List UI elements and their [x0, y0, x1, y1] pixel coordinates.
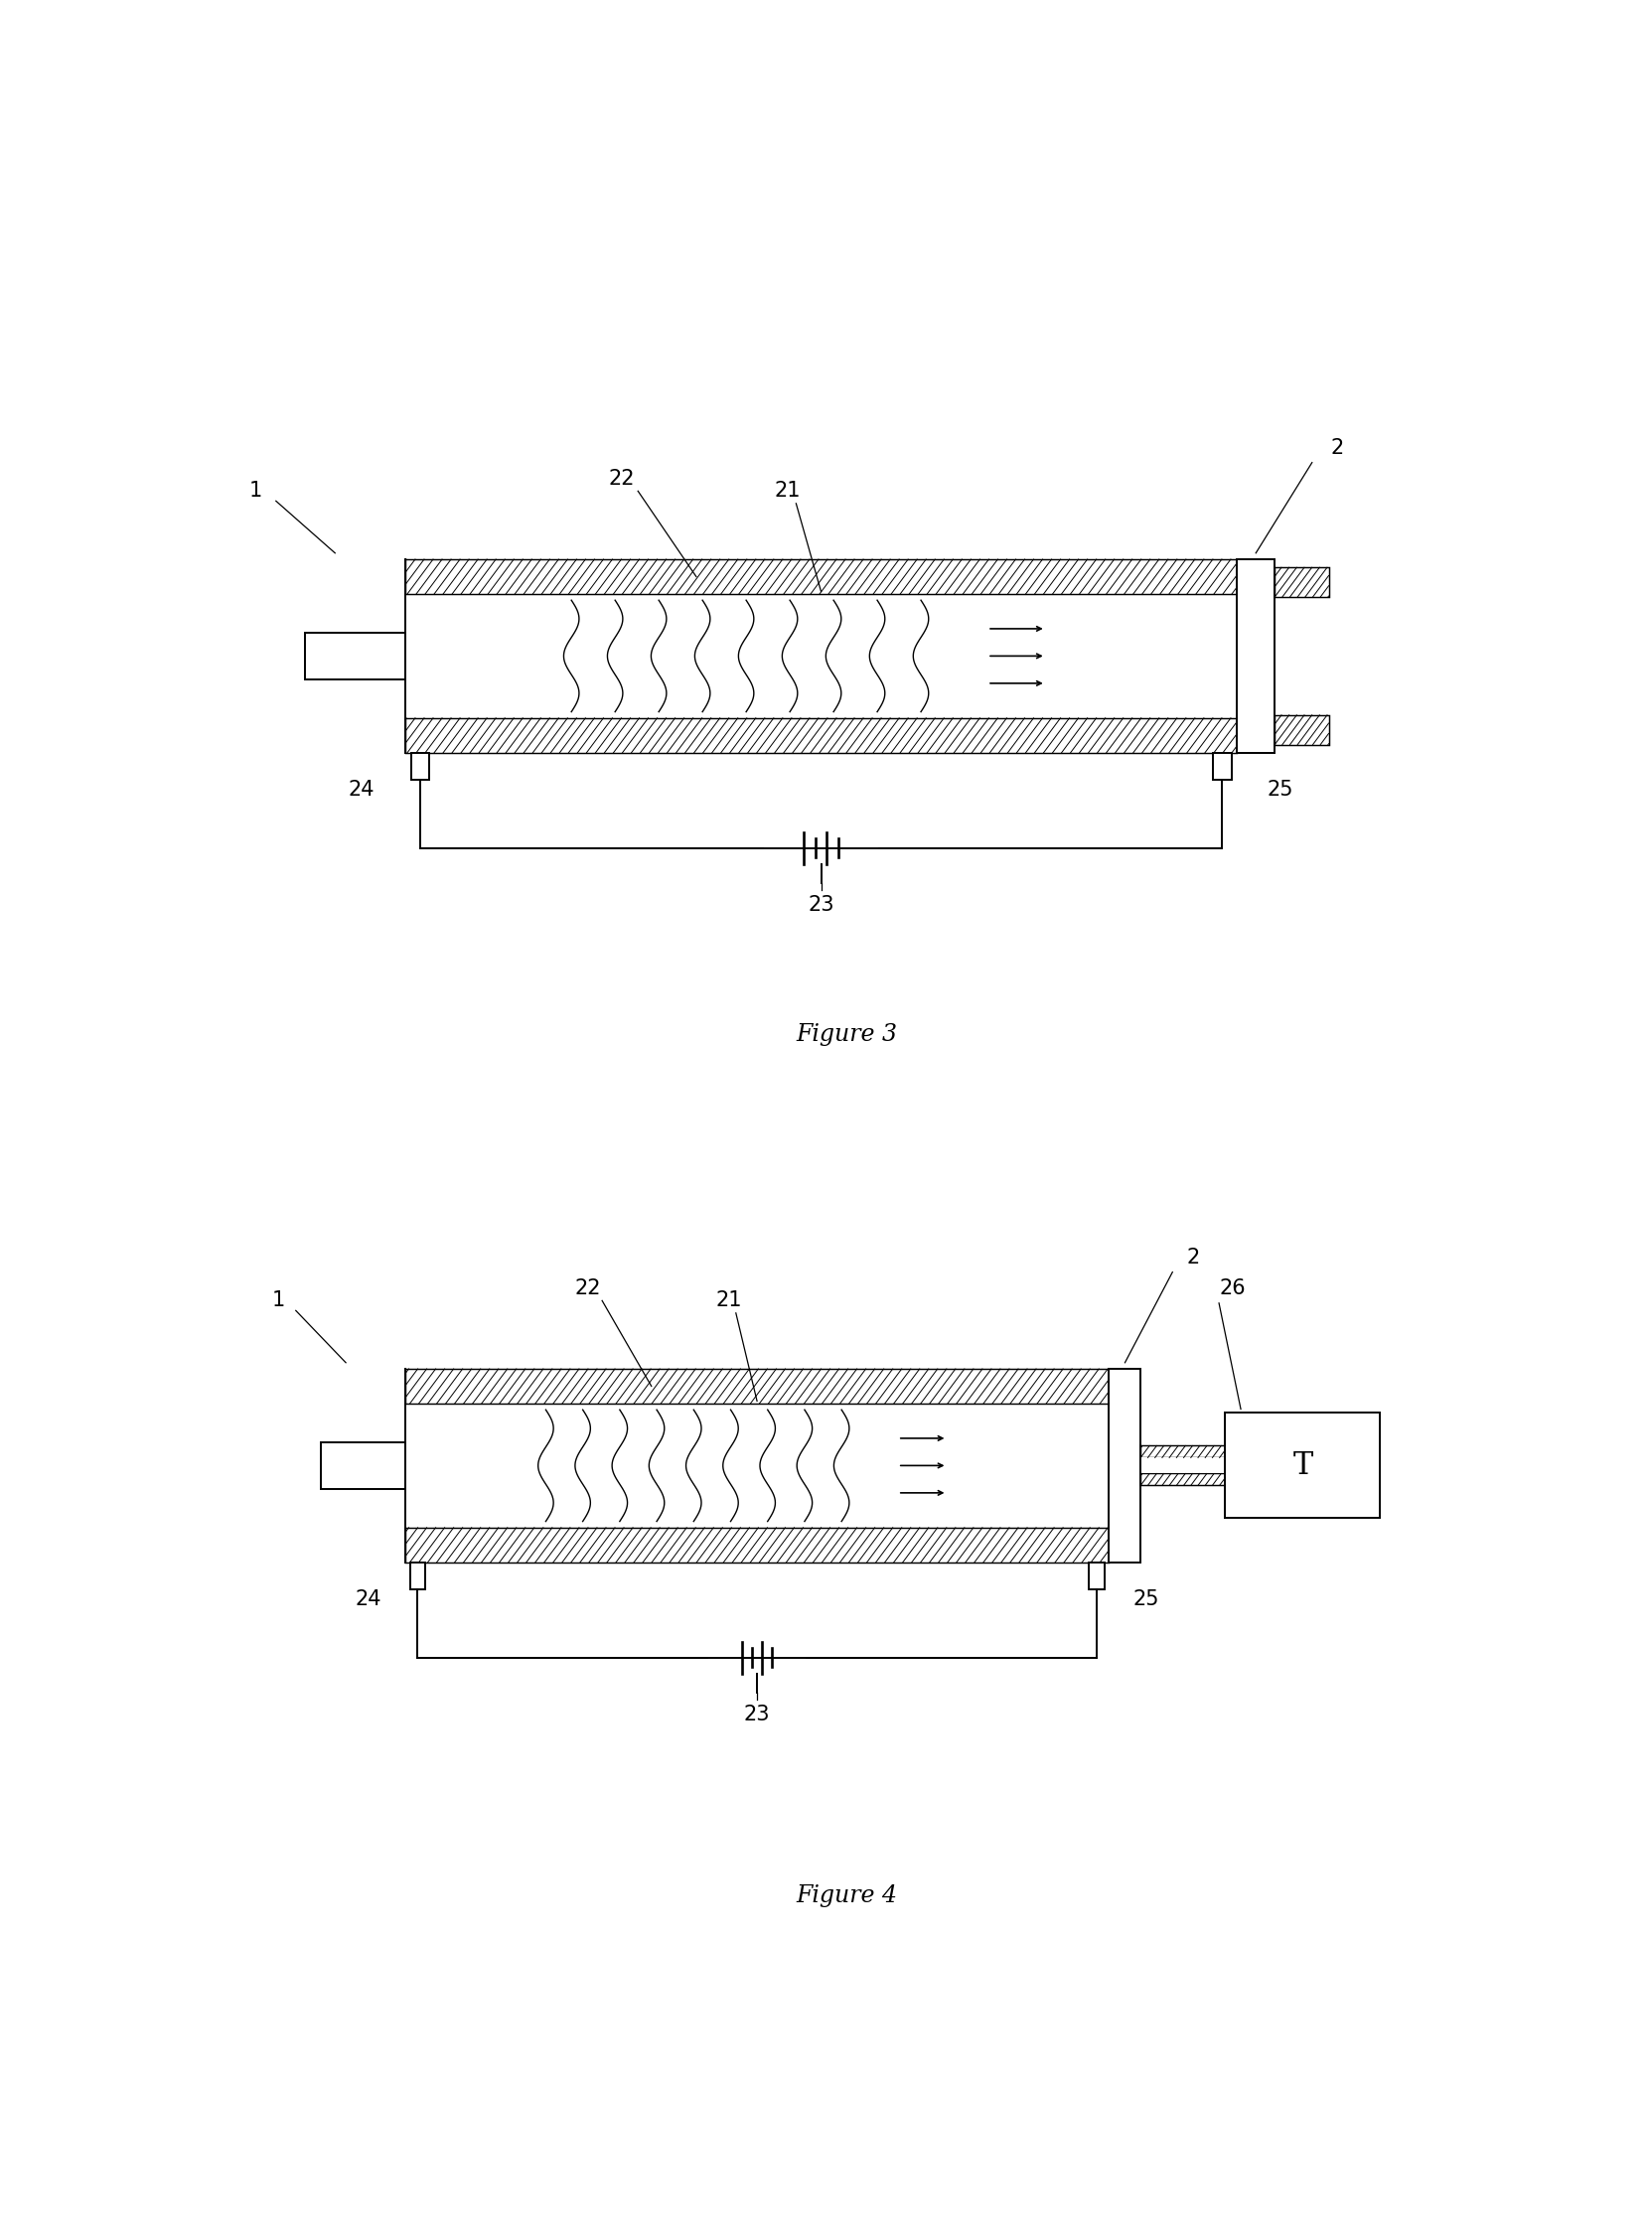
Text: 25: 25 [1267, 781, 1294, 801]
Bar [1275, 716, 1328, 745]
Text: T: T [1294, 1450, 1313, 1481]
Bar [320, 1443, 405, 1490]
Text: 26: 26 [1219, 1277, 1246, 1297]
Bar [405, 1369, 1108, 1403]
Bar [1108, 1369, 1142, 1561]
Text: 25: 25 [1133, 1591, 1160, 1608]
Bar [1213, 752, 1231, 781]
Text: 1: 1 [271, 1291, 284, 1311]
Text: Figure 3: Figure 3 [796, 1025, 897, 1047]
Text: 21: 21 [775, 481, 801, 501]
Bar [405, 718, 1237, 752]
Bar [405, 1528, 1108, 1561]
Bar [1275, 568, 1328, 597]
Text: 21: 21 [715, 1291, 742, 1311]
Text: 23: 23 [743, 1705, 770, 1725]
Text: 24: 24 [355, 1591, 382, 1608]
Text: 2: 2 [1330, 438, 1343, 459]
Bar [411, 752, 430, 781]
Bar [410, 1561, 425, 1591]
Bar [1089, 1561, 1104, 1591]
Bar [1142, 1445, 1226, 1459]
Bar [1142, 1459, 1226, 1474]
Text: 24: 24 [349, 781, 375, 801]
Text: 23: 23 [808, 895, 834, 915]
Text: Figure 4: Figure 4 [796, 1886, 897, 1908]
Bar [1237, 559, 1275, 752]
Bar [1142, 1474, 1226, 1485]
Text: 22: 22 [608, 470, 634, 488]
Bar [1226, 1414, 1379, 1519]
Text: 1: 1 [248, 481, 261, 501]
Bar [405, 559, 1237, 595]
Bar [306, 633, 405, 680]
Text: 22: 22 [575, 1277, 601, 1297]
Text: 2: 2 [1188, 1248, 1201, 1266]
